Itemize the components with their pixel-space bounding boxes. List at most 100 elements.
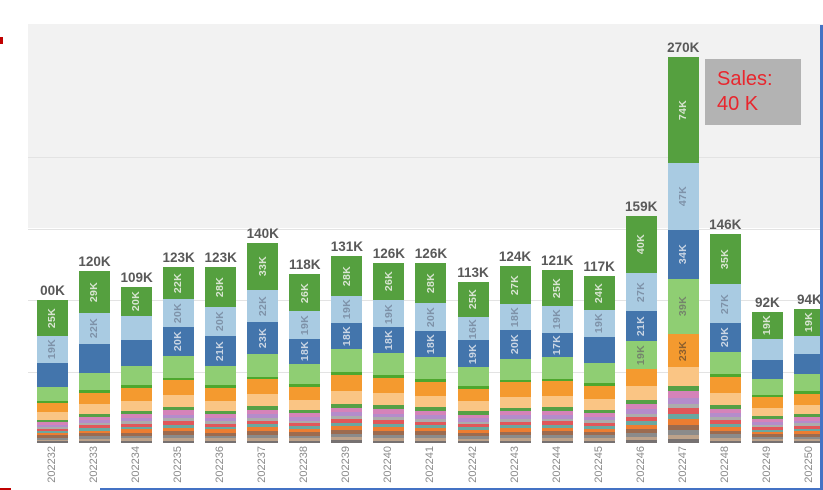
bar-segment-lgreen[interactable]	[793, 374, 823, 392]
bar-segment-plum[interactable]	[289, 417, 321, 421]
bar-segment-gray2[interactable]	[583, 435, 615, 439]
bar-segment-teal[interactable]	[37, 431, 68, 434]
bar-segment-orange2[interactable]	[331, 426, 363, 431]
bar-segment-lblue[interactable]: 22K	[247, 290, 279, 322]
bar-segment-grn2[interactable]	[541, 378, 573, 382]
bar-segment-lblue[interactable]: 22K	[79, 312, 111, 345]
bar-segment-dblue[interactable]	[583, 337, 615, 363]
bar-segment-lorange[interactable]	[667, 367, 699, 386]
bar-segment-orange[interactable]	[583, 385, 615, 399]
bar-segment-lblue[interactable]: 20K	[205, 307, 237, 336]
bar-segment-orange2[interactable]	[163, 427, 195, 432]
bar-segment-gray2[interactable]	[625, 433, 657, 437]
bar-segment-green3[interactable]	[121, 410, 153, 414]
bar-segment-lblue[interactable]: 20K	[163, 298, 195, 328]
stacked-bar-202240[interactable]: 26K 19K 18K	[373, 262, 405, 443]
bar-segment-orange2[interactable]	[79, 430, 111, 434]
bar-segment-dblue[interactable]: 20K	[709, 322, 741, 352]
bar-segment-gray2[interactable]	[457, 436, 489, 439]
bar-segment-plum[interactable]	[331, 412, 363, 417]
bar-segment-green3[interactable]	[415, 407, 447, 411]
bar-segment-dkgray[interactable]	[373, 440, 405, 443]
bar-segment-dkgray[interactable]	[709, 440, 741, 443]
bar-segment-dblue[interactable]: 20K	[163, 327, 195, 356]
bar-segment-lblue[interactable]	[751, 338, 783, 361]
bar-segment-tan[interactable]	[667, 434, 699, 440]
bar-segment-plum[interactable]	[667, 398, 699, 404]
bar-segment-gray1[interactable]	[163, 418, 195, 422]
bar-segment-orange[interactable]	[709, 377, 741, 393]
bar-segment-dblue[interactable]: 18K	[373, 327, 405, 353]
bar-segment-green[interactable]: 28K	[205, 267, 237, 308]
bar-segment-tan[interactable]	[331, 437, 363, 441]
bar-segment-brown[interactable]	[709, 430, 741, 435]
bar-segment-grn2[interactable]	[331, 372, 363, 376]
bar-segment-gray1[interactable]	[625, 413, 657, 418]
bar-segment-pink[interactable]	[793, 417, 823, 421]
bar-segment-tan[interactable]	[37, 439, 68, 442]
bar-segment-gray1[interactable]	[541, 418, 573, 422]
bar-segment-dblue[interactable]: 18K	[331, 322, 363, 349]
bar-segment-green3[interactable]	[373, 405, 405, 410]
bar-segment-gray2[interactable]	[331, 434, 363, 438]
bar-segment-teal[interactable]	[751, 429, 783, 432]
bar-segment-tan[interactable]	[247, 437, 279, 441]
bar-segment-green[interactable]: 35K	[709, 234, 741, 285]
stacked-bar-202235[interactable]: 22K 20K 20K	[163, 267, 195, 443]
bar-segment-teal[interactable]	[541, 425, 573, 428]
bar-segment-green[interactable]: 25K	[37, 300, 68, 336]
bar-segment-plum[interactable]	[751, 422, 783, 425]
bar-segment-gray1[interactable]	[79, 423, 111, 426]
bar-segment-lorange[interactable]	[289, 399, 321, 411]
bar-segment-dkgray[interactable]	[415, 440, 447, 443]
bar-segment-green[interactable]: 25K	[457, 281, 489, 318]
bar-segment-lorange[interactable]	[121, 400, 153, 411]
bar-segment-pink[interactable]	[373, 409, 405, 414]
bar-segment-brown[interactable]	[625, 429, 657, 434]
bar-segment-red[interactable]	[415, 421, 447, 426]
bar-segment-orange2[interactable]	[541, 427, 573, 432]
bar-segment-green[interactable]: 27K	[499, 265, 531, 305]
bar-segment-gray2[interactable]	[667, 430, 699, 435]
bar-segment-dkgray[interactable]	[121, 440, 153, 443]
bar-segment-dblue[interactable]	[37, 362, 68, 388]
bar-segment-dblue[interactable]: 17K	[541, 332, 573, 358]
bar-segment-orange[interactable]	[121, 387, 153, 401]
bar-segment-orange2[interactable]	[415, 427, 447, 432]
bar-segment-grn2[interactable]	[79, 390, 111, 393]
bar-segment-lorange[interactable]	[625, 385, 657, 400]
bar-segment-brown[interactable]	[289, 432, 321, 436]
bar-segment-grn2[interactable]	[709, 374, 741, 378]
bar-segment-lblue[interactable]: 19K	[331, 295, 363, 323]
bar-segment-teal[interactable]	[373, 424, 405, 428]
bar-segment-dkgray[interactable]	[247, 440, 279, 443]
stacked-bar-202234[interactable]: 20K	[121, 287, 153, 443]
bar-segment-dkgray[interactable]	[37, 441, 68, 443]
bar-segment-orange2[interactable]	[793, 430, 823, 434]
bar-segment-brown[interactable]	[121, 432, 153, 436]
bar-segment-green3[interactable]	[163, 406, 195, 411]
bar-segment-lgreen[interactable]	[751, 378, 783, 395]
bar-segment-orange2[interactable]	[37, 433, 68, 436]
stacked-bar-202238[interactable]: 26K 19K 18K	[289, 274, 321, 443]
bar-segment-gray2[interactable]	[793, 436, 823, 439]
bar-segment-tan[interactable]	[373, 437, 405, 441]
bar-segment-green3[interactable]	[625, 399, 657, 405]
bar-segment-teal[interactable]	[331, 423, 363, 427]
bar-segment-green3[interactable]	[247, 406, 279, 410]
bar-segment-lorange[interactable]	[79, 404, 111, 414]
bar-segment-lblue[interactable]: 27K	[709, 284, 741, 323]
bar-segment-lorange[interactable]	[583, 398, 615, 410]
bar-segment-green3[interactable]	[709, 404, 741, 409]
stacked-bar-202243[interactable]: 27K 18K 20K	[499, 265, 531, 443]
bar-segment-red[interactable]	[121, 423, 153, 427]
bar-segment-brown[interactable]	[37, 435, 68, 438]
bar-segment-lgreen[interactable]	[79, 372, 111, 391]
bar-segment-teal[interactable]	[121, 426, 153, 430]
bar-segment-tan[interactable]	[415, 437, 447, 441]
bar-segment-orange[interactable]	[541, 381, 573, 396]
bar-segment-green3[interactable]	[205, 410, 237, 415]
bar-segment-lorange[interactable]	[247, 394, 279, 407]
bar-segment-lgreen[interactable]	[247, 354, 279, 377]
bar-segment-dkgray[interactable]	[667, 439, 699, 443]
